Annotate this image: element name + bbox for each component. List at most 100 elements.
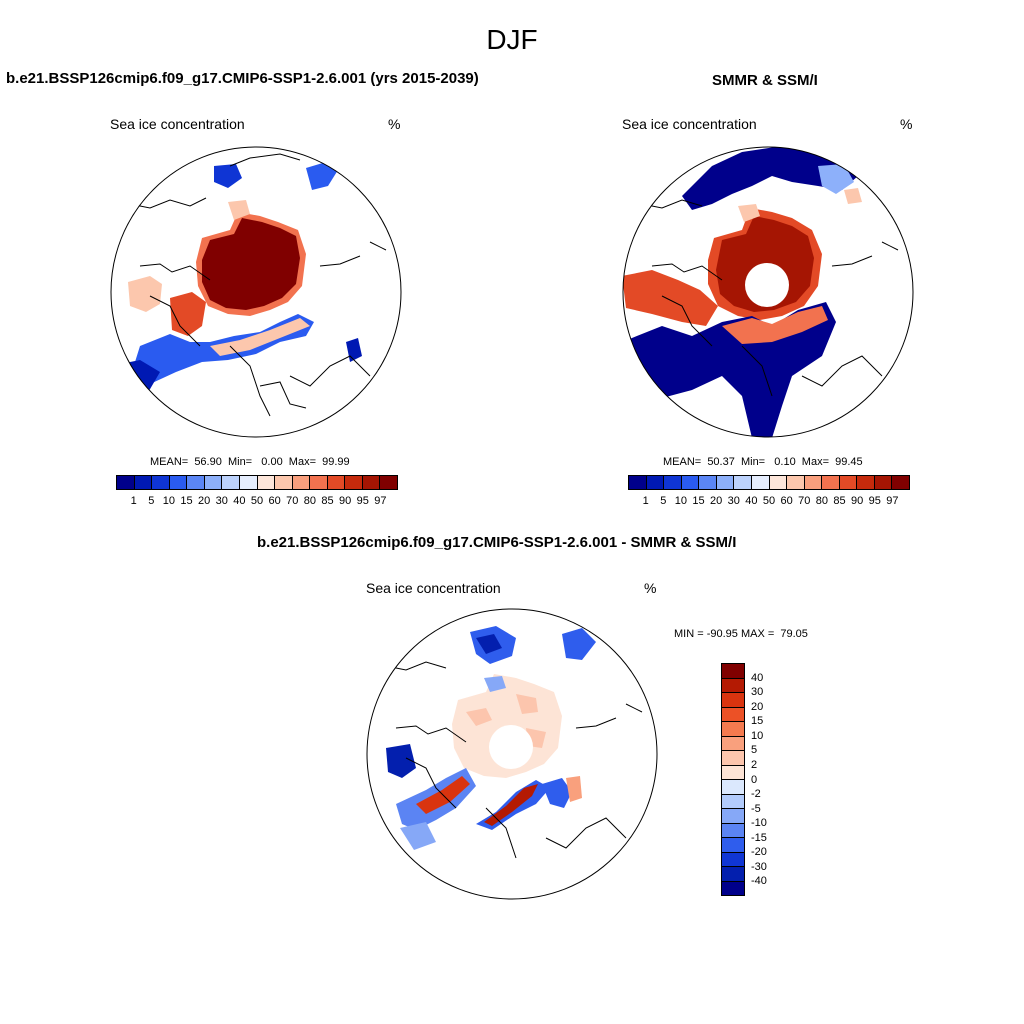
colorbar-swatch bbox=[722, 736, 744, 751]
colorbar-swatch bbox=[722, 881, 744, 895]
colorbar-tick-label: 5 bbox=[660, 495, 667, 507]
colorbar-swatch bbox=[681, 476, 700, 489]
panel-3-colorbar bbox=[721, 663, 745, 896]
colorbar-swatch bbox=[734, 476, 752, 489]
colorbar-swatch bbox=[134, 476, 153, 489]
colorbar-tick-label: -2 bbox=[751, 788, 761, 801]
colorbar-swatch bbox=[722, 678, 744, 693]
colorbar-tick-label: 10 bbox=[162, 495, 175, 507]
panel-1-colorbar bbox=[116, 475, 398, 490]
colorbar-tick-label: 1 bbox=[130, 495, 137, 507]
colorbar-swatch bbox=[722, 867, 744, 882]
colorbar-swatch bbox=[117, 476, 135, 489]
colorbar-tick-label: 70 bbox=[798, 495, 811, 507]
colorbar-tick-label: 50 bbox=[762, 495, 776, 507]
colorbar-tick-label: 50 bbox=[250, 495, 264, 507]
colorbar-swatch bbox=[152, 476, 170, 489]
panel-1-variable-label: Sea ice concentration bbox=[110, 116, 245, 132]
panel-2-polar-map bbox=[622, 146, 914, 438]
colorbar-tick-label: 15 bbox=[692, 495, 705, 507]
colorbar-tick-label: 40 bbox=[233, 495, 246, 507]
panel-3-variable-label: Sea ice concentration bbox=[366, 580, 501, 596]
colorbar-tick-label: -5 bbox=[751, 802, 761, 815]
colorbar-swatch bbox=[664, 476, 682, 489]
colorbar-swatch bbox=[380, 476, 397, 489]
colorbar-swatch bbox=[822, 476, 840, 489]
colorbar-tick-label: 97 bbox=[886, 495, 899, 507]
colorbar-swatch bbox=[892, 476, 909, 489]
colorbar-swatch bbox=[722, 707, 744, 722]
colorbar-swatch bbox=[239, 476, 258, 489]
colorbar-swatch bbox=[874, 476, 893, 489]
colorbar-tick-label: 1 bbox=[642, 495, 649, 507]
colorbar-swatch bbox=[722, 823, 744, 838]
colorbar-tick-label: 85 bbox=[321, 495, 334, 507]
panel-1-units-label: % bbox=[388, 116, 401, 132]
panel-2-units-label: % bbox=[900, 116, 913, 132]
colorbar-swatch bbox=[722, 693, 744, 708]
colorbar-tick-label: 0 bbox=[751, 773, 758, 786]
colorbar-swatch bbox=[362, 476, 381, 489]
panel-1-stats: MEAN= 56.90 Min= 0.00 Max= 99.99 bbox=[150, 456, 350, 468]
colorbar-swatch bbox=[292, 476, 311, 489]
colorbar-swatch bbox=[722, 664, 744, 679]
colorbar-swatch bbox=[275, 476, 293, 489]
panel-2-stats: MEAN= 50.37 Min= 0.10 Max= 99.45 bbox=[663, 456, 863, 468]
colorbar-tick-label: 15 bbox=[180, 495, 193, 507]
colorbar-swatch bbox=[204, 476, 223, 489]
colorbar-tick-label: 10 bbox=[674, 495, 687, 507]
colorbar-tick-label: -20 bbox=[751, 846, 767, 859]
colorbar-swatch bbox=[769, 476, 788, 489]
colorbar-tick-label: 20 bbox=[710, 495, 723, 507]
colorbar-tick-label: 2 bbox=[751, 758, 758, 771]
colorbar-swatch bbox=[722, 765, 744, 780]
colorbar-tick-label: -10 bbox=[751, 817, 767, 830]
colorbar-swatch bbox=[722, 751, 744, 766]
figure-title: DJF bbox=[486, 24, 538, 55]
colorbar-swatch bbox=[222, 476, 240, 489]
colorbar-swatch bbox=[722, 852, 744, 867]
colorbar-tick-label: 90 bbox=[339, 495, 352, 507]
colorbar-swatch bbox=[839, 476, 858, 489]
panel-1-title: b.e21.BSSP126cmip6.f09_g17.CMIP6-SSP1-2.… bbox=[6, 70, 479, 87]
panel-2-colorbar bbox=[628, 475, 910, 490]
panel-3-polar-map bbox=[366, 608, 658, 900]
panel-2-variable-label: Sea ice concentration bbox=[622, 116, 757, 132]
colorbar-tick-label: 10 bbox=[751, 729, 764, 742]
colorbar-swatch bbox=[804, 476, 823, 489]
colorbar-swatch bbox=[787, 476, 805, 489]
colorbar-swatch bbox=[751, 476, 770, 489]
colorbar-swatch bbox=[646, 476, 665, 489]
colorbar-swatch bbox=[187, 476, 205, 489]
colorbar-swatch bbox=[327, 476, 346, 489]
colorbar-swatch bbox=[257, 476, 276, 489]
panel-3-title: b.e21.BSSP126cmip6.f09_g17.CMIP6-SSP1-2.… bbox=[257, 534, 737, 551]
colorbar-swatch bbox=[722, 722, 744, 737]
colorbar-tick-label: 30 bbox=[215, 495, 228, 507]
colorbar-tick-label: 5 bbox=[148, 495, 155, 507]
colorbar-swatch bbox=[722, 809, 744, 824]
colorbar-tick-label: 20 bbox=[198, 495, 211, 507]
panel-3-units-label: % bbox=[644, 580, 657, 596]
colorbar-tick-label: 20 bbox=[751, 700, 764, 713]
colorbar-tick-label: 97 bbox=[374, 495, 387, 507]
colorbar-swatch bbox=[310, 476, 328, 489]
colorbar-swatch bbox=[722, 780, 744, 795]
colorbar-tick-label: 70 bbox=[286, 495, 299, 507]
colorbar-swatch bbox=[699, 476, 717, 489]
colorbar-swatch bbox=[857, 476, 875, 489]
colorbar-swatch bbox=[716, 476, 735, 489]
panel-2-title: SMMR & SSM/I bbox=[712, 72, 818, 89]
colorbar-swatch bbox=[722, 838, 744, 853]
colorbar-tick-label: 80 bbox=[303, 495, 316, 507]
colorbar-tick-label: 30 bbox=[751, 686, 764, 699]
colorbar-swatch bbox=[722, 794, 744, 809]
colorbar-tick-label: 80 bbox=[815, 495, 828, 507]
colorbar-tick-label: 60 bbox=[268, 495, 281, 507]
colorbar-tick-label: 30 bbox=[727, 495, 740, 507]
colorbar-tick-label: 95 bbox=[356, 495, 369, 507]
colorbar-tick-label: -30 bbox=[751, 860, 767, 873]
colorbar-tick-label: -15 bbox=[751, 831, 767, 844]
colorbar-tick-label: -40 bbox=[751, 875, 767, 888]
colorbar-tick-label: 5 bbox=[751, 744, 758, 757]
